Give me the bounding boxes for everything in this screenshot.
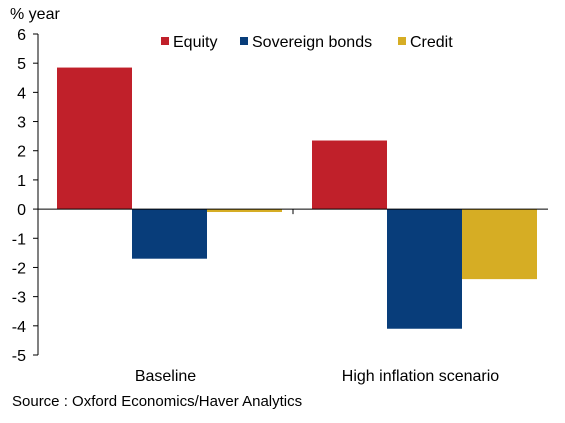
y-tick-label: -1 (12, 231, 26, 248)
axes (33, 33, 548, 356)
x-category-labels: Baseline High inflation scenario (135, 368, 500, 385)
y-tick-label: 6 (17, 27, 26, 44)
legend-label-sovereign-bonds: Sovereign bonds (252, 34, 372, 51)
y-tick-label: -5 (12, 348, 26, 365)
legend-label-equity: Equity (173, 34, 217, 51)
legend-swatch-equity (161, 37, 169, 45)
legend-label-credit: Credit (410, 34, 453, 51)
legend-swatch-credit (398, 37, 406, 45)
y-tick-label: 4 (17, 85, 26, 102)
legend-swatch-sovereign-bonds (240, 37, 248, 45)
source-note: Source : Oxford Economics/Haver Analytic… (12, 393, 302, 410)
y-tick-label: -4 (12, 319, 26, 336)
x-category-label-baseline: Baseline (135, 368, 196, 385)
x-category-label-high-inflation-scenario: High inflation scenario (342, 368, 500, 385)
bar-equity-baseline (57, 67, 132, 210)
bars (57, 67, 537, 329)
bar-credit-baseline (207, 209, 282, 213)
y-tick-label: -2 (12, 260, 26, 277)
y-tick-label: 2 (17, 144, 26, 161)
y-tick-label: 1 (17, 173, 26, 190)
y-tick-label: 5 (17, 56, 26, 73)
bar-credit-high-inflation-scenario (462, 209, 537, 280)
y-tick-labels: -5 -4 -3 -2 -1 0 1 2 3 4 5 6 (12, 27, 26, 365)
bar-equity-high-inflation-scenario (312, 140, 387, 210)
bar-sovereign-bonds-high-inflation-scenario (387, 209, 462, 329)
bar-sovereign-bonds-baseline (132, 209, 207, 259)
y-axis-unit-label: % year (10, 6, 60, 23)
y-tick-label: 3 (17, 115, 26, 132)
y-tick-label: -3 (12, 290, 26, 307)
legend: Equity Sovereign bonds Credit (161, 34, 453, 51)
y-tick-label: 0 (17, 202, 26, 219)
